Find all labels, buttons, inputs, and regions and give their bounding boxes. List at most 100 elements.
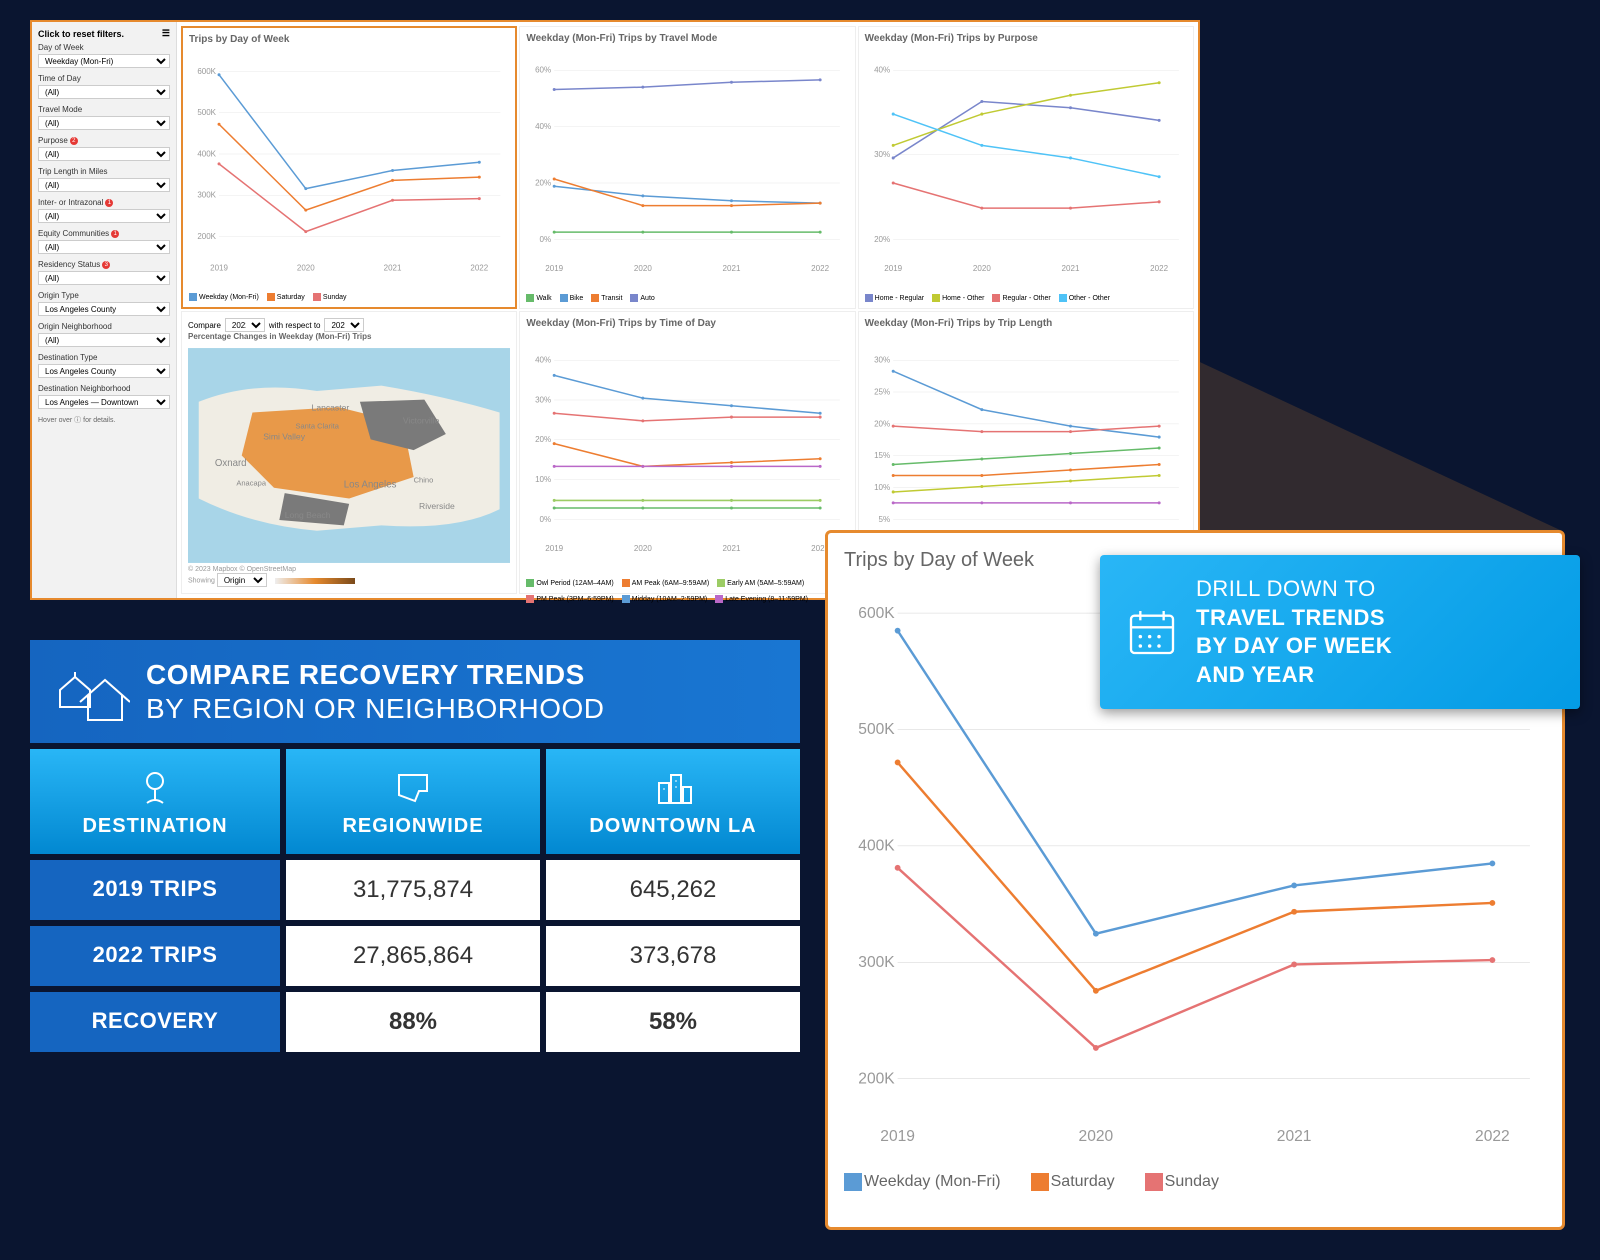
row-label: RECOVERY [30,992,280,1052]
svg-text:30%: 30% [874,150,890,159]
svg-text:15%: 15% [874,451,890,460]
legend-item: Midday (10AM–2:59PM) [622,595,707,603]
svg-text:25%: 25% [874,387,890,396]
filter-reset-label: Click to reset filters. [38,29,124,39]
legend-item: Auto [630,294,654,302]
svg-text:600K: 600K [858,605,895,622]
table-value: 88% [286,992,540,1052]
map-compare-controls[interactable]: Compare 2022 with respect to 2020 [188,318,510,332]
table-value: 58% [546,992,800,1052]
compare-header: COMPARE RECOVERY TRENDS BY REGION OR NEI… [30,640,800,743]
filter-equity-communities[interactable]: Equity Communities 1(All) [38,229,170,254]
legend-item: Weekday (Mon-Fri) [189,293,259,301]
table-value: 373,678 [546,926,800,986]
svg-text:2020: 2020 [973,264,991,273]
legend-item: Late Evening (8–11:59PM) [715,595,808,603]
chart-title: Trips by Day of Week [189,34,509,45]
svg-text:500K: 500K [197,108,216,117]
compare-panel: COMPARE RECOVERY TRENDS BY REGION OR NEI… [30,640,800,1052]
legend-item: Other - Other [1059,294,1110,302]
svg-text:2021: 2021 [1061,264,1079,273]
filter-destination-type[interactable]: Destination Type Los Angeles County [38,353,170,378]
table-value: 27,865,864 [286,926,540,986]
filter-destination-neighborhood[interactable]: Destination Neighborhood Los Angeles — D… [38,384,170,409]
svg-text:2019: 2019 [210,264,228,273]
svg-text:300K: 300K [858,954,895,971]
chart-title: Weekday (Mon-Fri) Trips by Time of Day [526,318,848,329]
svg-text:20%: 20% [874,419,890,428]
svg-text:2019: 2019 [880,1128,915,1145]
filter-time-of-day[interactable]: Time of Day (All) [38,74,170,99]
svg-text:2019: 2019 [546,544,564,553]
svg-text:40%: 40% [535,356,551,365]
legend-item: Home - Regular [865,294,924,302]
svg-text:2022: 2022 [1475,1128,1510,1145]
filter-day-of-week[interactable]: Day of Week Weekday (Mon-Fri) [38,43,170,68]
legend-item: Bike [560,294,584,302]
filter-purpose[interactable]: Purpose 2(All) [38,136,170,161]
legend-item: Early AM (5AM–5:59AM) [717,579,804,587]
filter-header[interactable]: Click to reset filters. ☰ [38,28,170,39]
chart-title: Weekday (Mon-Fri) Trips by Travel Mode [526,33,848,44]
svg-text:Long Beach: Long Beach [285,510,331,520]
legend-item: AM Peak (6AM–9:59AM) [622,579,709,587]
showing-select[interactable]: Origin [217,573,267,587]
chart-title: Weekday (Mon-Fri) Trips by Purpose [865,33,1187,44]
year1-select[interactable]: 2022 [225,318,265,332]
svg-text:Anacapa: Anacapa [236,479,266,488]
filter-origin-type[interactable]: Origin Type Los Angeles County [38,291,170,316]
legend-item: Sunday [313,293,347,301]
svg-text:600K: 600K [197,67,216,76]
charts-grid: Trips by Day of Week 200K300K400K500K600… [177,22,1198,598]
legend-item: Weekday (Mon-Fri) [844,1173,1001,1191]
svg-text:20%: 20% [535,178,551,187]
showing-label: Showing [188,578,215,585]
legend-item: Saturday [1031,1173,1115,1191]
svg-text:200K: 200K [858,1070,895,1087]
svg-text:Riverside: Riverside [419,501,455,511]
svg-text:2021: 2021 [384,264,402,273]
chart-trips-by-mode[interactable]: Weekday (Mon-Fri) Trips by Travel Mode 0… [519,26,855,309]
legend-item: Transit [591,294,622,302]
filter-inter-or-intrazonal[interactable]: Inter- or Intrazonal 1(All) [38,198,170,223]
svg-text:2020: 2020 [634,264,652,273]
big-chart-legend: Weekday (Mon-Fri)SaturdaySunday [844,1173,1546,1191]
legend-item: Walk [526,294,551,302]
legend-item: Owl Period (12AM–4AM) [526,579,613,587]
row-label: 2022 TRIPS [30,926,280,986]
legend-item: Regular - Other [992,294,1050,302]
svg-text:Santa Clarita: Santa Clarita [295,422,339,431]
row-label: 2019 TRIPS [30,860,280,920]
svg-text:60%: 60% [535,66,551,75]
year2-select[interactable]: 2020 [324,318,364,332]
svg-text:2021: 2021 [723,544,741,553]
map-legend-gradient [275,578,355,584]
svg-text:Chino: Chino [414,475,434,484]
legend-item: PM Peak (3PM–6:59PM) [526,595,613,603]
chart-map[interactable]: Compare 2022 with respect to 2020 Percen… [181,311,517,594]
chart-trips-by-purpose[interactable]: Weekday (Mon-Fri) Trips by Purpose 20%30… [858,26,1194,309]
svg-text:2019: 2019 [546,264,564,273]
hamburger-icon[interactable]: ☰ [162,28,170,39]
house-icon [50,662,130,722]
legend-item: Saturday [267,293,305,301]
svg-text:Los Angeles: Los Angeles [344,480,397,491]
filter-sidebar: Click to reset filters. ☰ Day of Week We… [32,22,177,598]
chart-trips-by-tod[interactable]: Weekday (Mon-Fri) Trips by Time of Day 0… [519,311,855,594]
legend-item: Home - Other [932,294,984,302]
compare-label: Compare [188,321,221,330]
svg-text:Victorville: Victorville [403,415,440,425]
svg-text:2019: 2019 [884,264,902,273]
chart-trips-by-dow[interactable]: Trips by Day of Week 200K300K400K500K600… [181,26,517,309]
svg-text:2021: 2021 [723,264,741,273]
map-svg: Oxnard Simi Valley Lancaster Los Angeles… [188,345,510,566]
filter-origin-neighborhood[interactable]: Origin Neighborhood (All) [38,322,170,347]
svg-text:0%: 0% [540,235,552,244]
filter-trip-length-in-miles[interactable]: Trip Length in Miles (All) [38,167,170,192]
filter-travel-mode[interactable]: Travel Mode (All) [38,105,170,130]
svg-text:200K: 200K [197,232,216,241]
svg-text:0%: 0% [540,515,552,524]
filter-residency-status[interactable]: Residency Status 3(All) [38,260,170,285]
col-header-regionwide: REGIONWIDE [286,749,540,854]
table-value: 31,775,874 [286,860,540,920]
